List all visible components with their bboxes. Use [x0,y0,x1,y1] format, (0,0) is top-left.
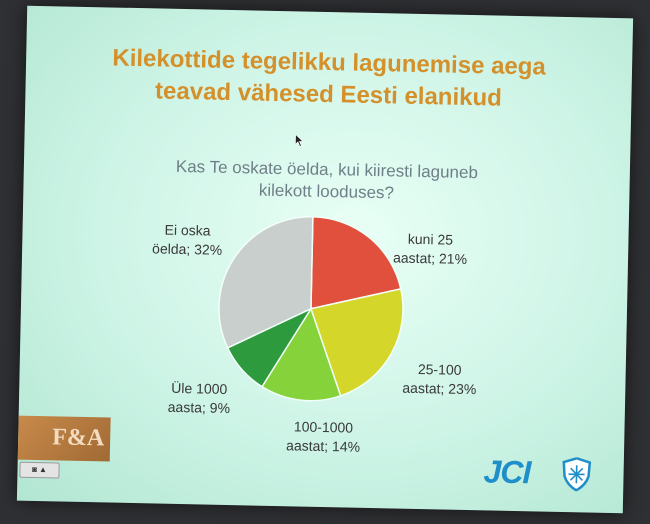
slice-label-line1: 100-1000 [294,418,354,435]
pie-slice-3 [261,306,342,402]
slice-label-line2: aastat; 14% [286,437,360,455]
slice-label-line2: aastat; 21% [393,249,467,267]
slice-label-line1: Üle 1000 [171,379,228,397]
jci-logo-text: JCI [483,453,531,491]
taskbar-widget[interactable]: ◙ ▲ [19,461,60,479]
slice-label-line1: 25-100 [418,361,462,378]
fa-logo-text: F&A [51,424,105,452]
jci-shield-icon [562,457,592,492]
slice-label-1: kuni 25aastat; 21% [393,230,468,267]
slice-label-5: Ei oskaöelda; 32% [152,221,223,257]
slice-label-line1: kuni 25 [408,231,454,248]
pie-slice-1 [310,215,402,310]
pie-slice-5 [218,215,314,349]
slice-label-3: 100-1000 aastat; 14% [286,418,361,455]
slice-label-line2: aastat; 23% [402,380,476,398]
mouse-cursor-icon [295,133,304,147]
pie-slice-2 [309,288,404,397]
fa-logo: F&A [17,415,111,462]
pie-chart: kuni 25aastat; 21% 25-100 aastat; 23% 100-1… [152,215,477,455]
slice-label-line2: aasta; 9% [168,399,231,416]
slice-label-line2: öelda; 32% [152,240,222,257]
projector-screen: Kilekottide tegelikku lagunemise aega te… [16,5,634,514]
slice-label-4: Üle 1000 aasta; 9% [168,379,231,416]
slice-label-2: 25-100 aastat; 23% [402,361,477,398]
slice-label-line1: Ei oska [164,222,210,239]
